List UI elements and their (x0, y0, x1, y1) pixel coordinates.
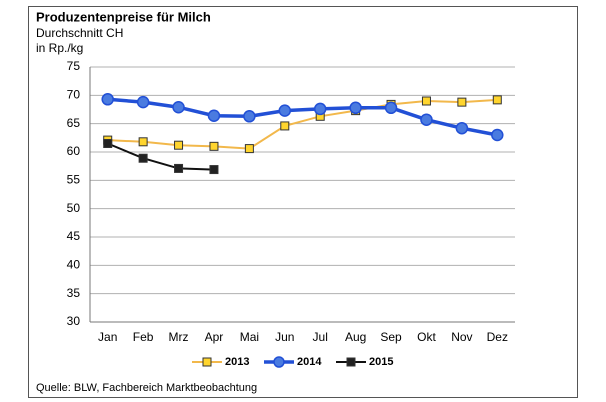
legend-label: 2014 (297, 356, 322, 368)
point (209, 141, 219, 151)
point (349, 101, 362, 115)
legend-marker (273, 356, 285, 368)
x-tick-label: Aug (345, 330, 366, 344)
frame (28, 6, 578, 398)
point (103, 139, 113, 148)
y-tick-label: 60 (67, 144, 81, 158)
point (172, 100, 185, 114)
point (384, 101, 398, 115)
x-tick-label: Feb (133, 330, 154, 344)
x-tick-label: Mrz (169, 330, 189, 344)
point (243, 110, 256, 123)
legend-label: 2013 (225, 356, 249, 368)
point (136, 95, 150, 109)
x-tick-label: Jan (98, 330, 117, 344)
point (491, 128, 504, 142)
series-line (107, 97, 498, 137)
legend-marker (346, 357, 356, 367)
point (420, 113, 433, 126)
point (313, 102, 327, 116)
series-line (107, 98, 498, 150)
chart-title: Produzentenpreise für Milch (36, 9, 211, 24)
point (278, 104, 292, 117)
y-tick-label: 40 (67, 258, 81, 272)
y-tick-label: 30 (67, 314, 81, 328)
point (421, 96, 431, 106)
x-tick-label: Jul (313, 330, 328, 344)
legend-marker (202, 357, 212, 367)
y-tick-label: 45 (67, 229, 81, 243)
point (280, 121, 290, 131)
point (138, 153, 148, 163)
y-tick-label: 55 (67, 173, 81, 187)
x-tick-label: Okt (417, 330, 436, 344)
point (455, 121, 469, 135)
y-tick-label: 75 (67, 59, 81, 73)
x-tick-label: Apr (205, 330, 224, 344)
point (138, 137, 148, 147)
point (492, 95, 502, 105)
point (174, 163, 184, 173)
y-tick-label: 50 (67, 201, 81, 215)
x-tick-label: Jun (275, 330, 294, 344)
point (174, 140, 184, 150)
source: Quelle: BLW, Fachbereich Marktbeobachtun… (36, 382, 257, 394)
point (101, 93, 114, 106)
y-axis-label: in Rp./kg (36, 41, 83, 55)
chart-subtitle: Durchschnitt CH (36, 26, 123, 40)
y-tick-label: 70 (67, 88, 81, 102)
x-tick-label: Mai (240, 330, 259, 344)
x-tick-label: Sep (380, 330, 402, 344)
point (457, 97, 467, 107)
legend-label: 2015 (369, 356, 393, 368)
y-tick-label: 35 (67, 286, 81, 300)
y-tick-label: 65 (67, 116, 81, 130)
x-tick-label: Dez (487, 330, 508, 344)
point (244, 144, 254, 154)
x-tick-label: Nov (451, 330, 472, 344)
series-line (107, 142, 214, 171)
point (207, 109, 221, 122)
point (209, 165, 219, 175)
